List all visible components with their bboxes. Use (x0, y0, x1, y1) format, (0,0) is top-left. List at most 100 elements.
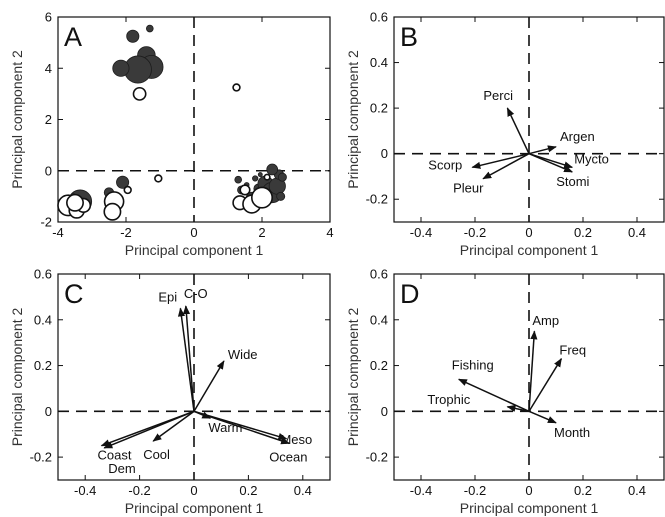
y-tick-label: 0 (45, 163, 52, 178)
vector-label: Ocean (269, 449, 307, 464)
panel-b: -0.4 -0.2 0 0.2 0.4 -0.2 0 0.2 0.4 0.6 Principal c… (345, 10, 665, 258)
y-tick-label: 6 (45, 10, 52, 25)
filled-point (146, 24, 154, 33)
x-axis-label: Principal component 1 (125, 242, 264, 258)
y-tick-label: 4 (45, 61, 52, 76)
filled-point (257, 172, 263, 178)
x-tick-label: -0.4 (410, 483, 432, 498)
y-tick-label: -0.2 (30, 450, 52, 465)
vector-label: Stomi (556, 174, 589, 189)
filled-point (116, 175, 130, 189)
open-point (132, 86, 147, 101)
plot-frame (57, 16, 331, 223)
open-point (66, 193, 84, 212)
y-axis-label: Principal component 2 (9, 50, 25, 189)
x-tick-label: 0 (525, 225, 532, 240)
x-tick-label: -0.2 (464, 225, 486, 240)
x-tick-label: 0.4 (628, 225, 646, 240)
x-tick-label: -0.4 (74, 483, 96, 498)
y-axis-label: Principal component 2 (345, 308, 361, 447)
y-tick-label: 0 (381, 404, 388, 419)
y-tick-label: 0.4 (370, 312, 388, 327)
open-point (263, 173, 271, 181)
loading-vector (193, 410, 291, 445)
x-axis-label: Principal component 1 (125, 500, 264, 516)
panel-letter: A (64, 22, 82, 52)
vector-label: Trophic (427, 392, 470, 407)
loading-vector (482, 153, 530, 180)
panel-d: -0.4 -0.2 0 0.2 0.4 -0.2 0 0.2 0.4 0.6 Principal c… (345, 267, 665, 516)
x-tick-label: -4 (52, 225, 64, 240)
x-axis-label: Principal component 1 (460, 500, 599, 516)
loading-vector (103, 410, 195, 449)
vector-label: Amp (532, 313, 559, 328)
loading-vector (193, 360, 225, 412)
vector-label: Scorp (428, 157, 462, 172)
vector-label: Freq (559, 343, 586, 358)
x-tick-label: 4 (326, 225, 333, 240)
vector-label: Month (554, 425, 590, 440)
filled-point (266, 163, 279, 176)
vector-label: Coast (98, 448, 132, 463)
open-point (251, 186, 274, 209)
panel-c: -0.4 -0.2 0 0.2 0.4 -0.2 0 0.2 0.4 0.6 Principal c… (9, 267, 331, 516)
loading-vector (457, 378, 530, 413)
x-tick-label: 0 (190, 483, 197, 498)
y-tick-label: 0 (381, 146, 388, 161)
loading-vector (182, 305, 195, 412)
filled-point (276, 191, 286, 201)
loading-vector (177, 307, 195, 412)
y-tick-label: 0.2 (34, 358, 52, 373)
open-point (103, 202, 122, 221)
vector-label: Fishing (452, 357, 494, 372)
x-tick-label: 0.2 (574, 483, 592, 498)
vector-label: Cool (143, 447, 170, 462)
filled-point (277, 172, 287, 182)
open-point (239, 184, 251, 196)
y-tick-label: 0.4 (370, 55, 388, 70)
loading-vector (528, 357, 563, 412)
x-tick-label: -0.2 (464, 483, 486, 498)
plot-frame (393, 273, 665, 481)
open-point (232, 83, 241, 92)
filled-point (126, 29, 140, 43)
x-tick-label: 0.2 (239, 483, 257, 498)
x-tick-label: 0.4 (628, 483, 646, 498)
filled-point (112, 59, 130, 77)
x-tick-label: 0 (525, 483, 532, 498)
loading-vector (152, 410, 195, 442)
x-tick-label: -0.4 (410, 225, 432, 240)
open-point (154, 174, 163, 183)
loading-vector (528, 152, 574, 173)
y-tick-label: 0.6 (34, 267, 52, 282)
loading-vector (471, 152, 530, 169)
x-tick-label: 0.4 (294, 483, 312, 498)
vector-label: Mycto (574, 151, 609, 166)
open-point (123, 185, 132, 195)
y-tick-label: 0 (45, 404, 52, 419)
panel-letter: D (400, 279, 420, 309)
loading-vector (506, 404, 530, 413)
x-axis-label: Principal component 1 (460, 242, 599, 258)
y-tick-label: -2 (40, 215, 52, 230)
vector-label: Dem (108, 461, 135, 476)
vector-label: Perci (483, 88, 513, 103)
x-tick-label: 0.2 (574, 225, 592, 240)
panel-letter: C (64, 279, 84, 309)
x-tick-label: -2 (120, 225, 132, 240)
vector-label: Meso (280, 432, 312, 447)
y-axis-label: Principal component 2 (345, 50, 361, 189)
loading-vector (528, 330, 538, 412)
plot-frame (393, 16, 665, 223)
loading-vector (528, 410, 557, 424)
y-tick-label: 0.6 (370, 10, 388, 25)
filled-point (252, 175, 259, 182)
vector-label: Wide (228, 347, 258, 362)
y-tick-label: 0.6 (370, 267, 388, 282)
vector-label: Epi (158, 289, 177, 304)
y-tick-label: 0.2 (370, 101, 388, 116)
y-tick-label: -0.2 (366, 450, 388, 465)
y-tick-label: 2 (45, 112, 52, 127)
